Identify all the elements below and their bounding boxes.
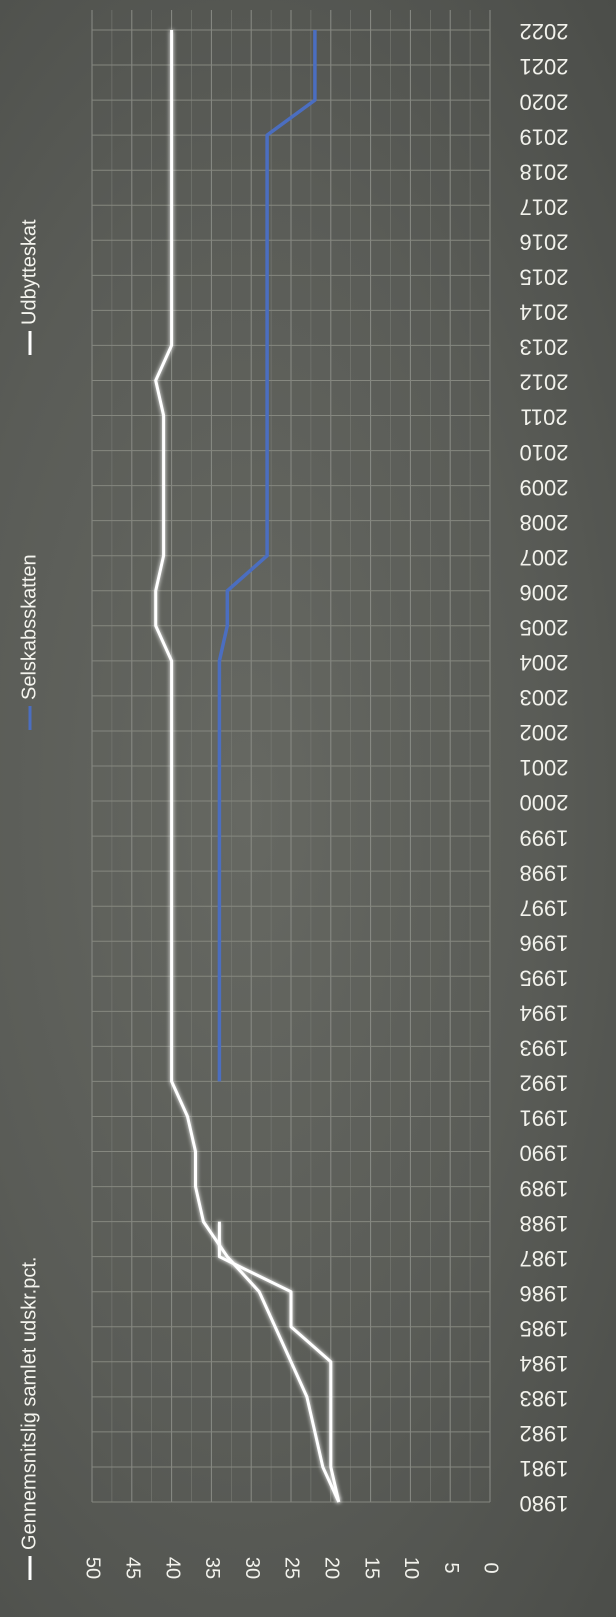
x-tick-label: 2003 xyxy=(520,685,569,710)
x-tick-label: 1991 xyxy=(520,1106,569,1131)
x-tick-label: 2016 xyxy=(520,229,569,254)
x-tick-label: 1997 xyxy=(520,895,569,920)
x-tick-label: 2014 xyxy=(520,300,569,325)
x-tick-label: 2020 xyxy=(520,89,569,114)
x-tick-label: 1987 xyxy=(520,1246,569,1271)
y-axis-ticks: 0 5 10 15 20 25 30 35 40 45 50 xyxy=(82,1557,502,1579)
x-tick-label: 2006 xyxy=(520,580,569,605)
x-tick-label: 1986 xyxy=(520,1281,569,1306)
y-tick-label: 5 xyxy=(440,1562,462,1573)
x-tick-label: 1989 xyxy=(520,1176,569,1201)
series-line-3 xyxy=(217,1221,341,1503)
x-axis-ticks: 1980 1981 1982 1983 1984 1985 1986 1987 1988 1989… xyxy=(520,19,569,1516)
legend-label: Gennemsnitslig samlet udskr.pct. xyxy=(18,1257,40,1550)
x-tick-label: 2002 xyxy=(520,720,569,745)
x-tick-label: 2009 xyxy=(520,475,569,500)
x-tick-label: 1980 xyxy=(520,1491,569,1516)
legend-entry-2: Selskabsskatten xyxy=(18,554,40,730)
x-tick-label: 1999 xyxy=(520,825,569,850)
y-tick-label: 20 xyxy=(321,1557,343,1579)
x-tick-label: 2021 xyxy=(520,54,569,79)
y-tick-label: 15 xyxy=(360,1557,382,1579)
legend-label: Selskabsskatten xyxy=(18,554,40,700)
x-tick-label: 1985 xyxy=(520,1316,569,1341)
x-tick-label: 2010 xyxy=(520,440,569,465)
x-tick-label: 2017 xyxy=(520,194,569,219)
x-tick-label: 1995 xyxy=(520,965,569,990)
x-tick-label: 1983 xyxy=(520,1386,569,1411)
gridlines xyxy=(91,10,491,1503)
x-tick-label: 2011 xyxy=(520,405,567,430)
x-tick-label: 2012 xyxy=(520,370,569,395)
x-tick-label: 2005 xyxy=(520,615,569,640)
x-tick-label: 1992 xyxy=(520,1071,569,1096)
y-tick-label: 40 xyxy=(161,1557,183,1579)
y-tick-label: 25 xyxy=(281,1557,303,1579)
x-tick-label: 2007 xyxy=(520,545,569,570)
x-tick-label: 1990 xyxy=(520,1141,569,1166)
x-tick-label: 2008 xyxy=(520,510,569,535)
x-tick-label: 2019 xyxy=(520,124,569,149)
x-tick-label: 1996 xyxy=(520,930,569,955)
x-tick-label: 2022 xyxy=(520,19,569,44)
x-tick-label: 1988 xyxy=(520,1211,569,1236)
x-tick-label: 2004 xyxy=(520,650,569,675)
x-tick-label: 2015 xyxy=(520,265,569,290)
y-tick-label: 30 xyxy=(241,1557,263,1579)
x-tick-label: 2001 xyxy=(520,755,569,780)
legend-label: Udbytteskat xyxy=(18,219,40,325)
y-tick-label: 45 xyxy=(122,1557,144,1579)
x-tick-label: 1982 xyxy=(520,1421,569,1446)
x-tick-label: 2000 xyxy=(520,790,569,815)
series-line-2 xyxy=(217,30,317,1082)
legend-entry-3: Udbytteskat xyxy=(18,219,40,355)
y-tick-label: 50 xyxy=(82,1557,104,1579)
series-lines xyxy=(154,30,341,1503)
x-tick-label: 1998 xyxy=(520,860,569,885)
x-tick-label: 2013 xyxy=(520,335,569,360)
y-tick-label: 10 xyxy=(400,1557,422,1579)
legend: Gennemsnitslig samlet udskr.pct. Selskabs… xyxy=(18,219,40,1580)
y-tick-label: 35 xyxy=(201,1557,223,1579)
x-tick-label: 1981 xyxy=(520,1456,569,1481)
x-tick-label: 2018 xyxy=(520,159,569,184)
x-tick-label: 1984 xyxy=(520,1351,569,1376)
y-tick-label: 0 xyxy=(480,1562,502,1573)
x-tick-label: 1993 xyxy=(520,1036,569,1061)
series-line-1 xyxy=(154,30,341,1503)
legend-entry-1: Gennemsnitslig samlet udskr.pct. xyxy=(18,1257,40,1580)
x-tick-label: 1994 xyxy=(520,1001,569,1026)
